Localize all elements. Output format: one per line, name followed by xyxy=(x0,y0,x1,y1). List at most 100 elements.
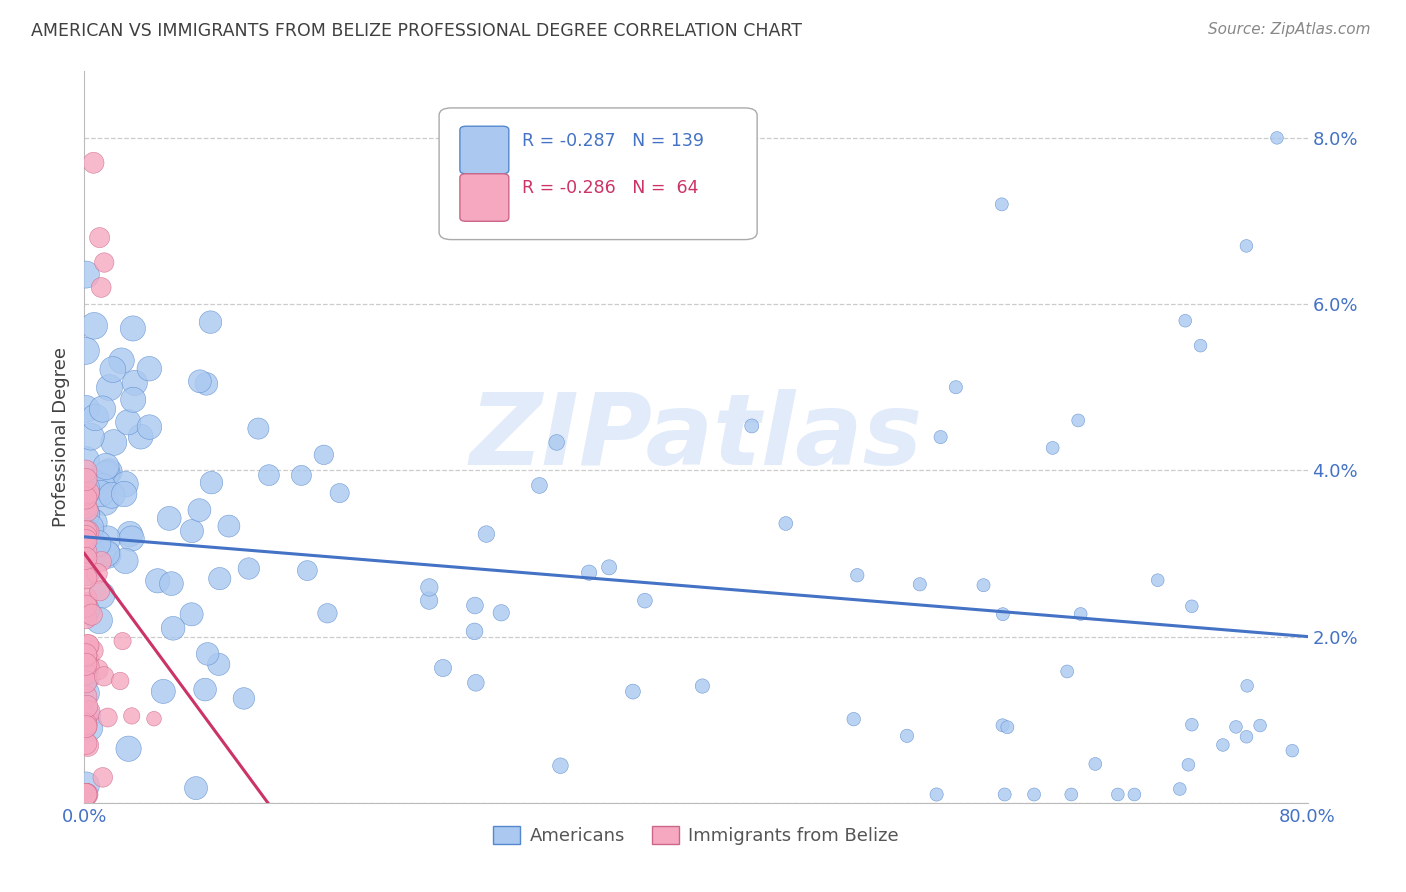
Point xyxy=(418,593,440,607)
Point xyxy=(1107,788,1129,802)
Point xyxy=(929,430,952,444)
Point xyxy=(634,593,657,607)
Point xyxy=(75,603,97,617)
Point xyxy=(1181,717,1204,731)
Point xyxy=(98,465,121,479)
Point xyxy=(75,717,97,731)
Point xyxy=(82,549,104,563)
Point xyxy=(129,430,152,444)
Point xyxy=(138,420,160,434)
Point xyxy=(75,667,97,681)
Point xyxy=(945,380,967,394)
Point xyxy=(75,597,97,611)
Point xyxy=(76,709,98,723)
Point xyxy=(464,675,486,690)
Point xyxy=(76,550,98,565)
Point xyxy=(75,686,97,700)
Point xyxy=(117,415,139,429)
Point xyxy=(546,435,568,450)
Point xyxy=(75,662,97,676)
Point xyxy=(75,485,97,500)
Point xyxy=(194,682,217,697)
Point xyxy=(75,524,97,539)
Point xyxy=(122,392,145,407)
Point xyxy=(114,477,136,491)
Point xyxy=(103,435,125,450)
Point xyxy=(76,788,98,802)
Point xyxy=(97,710,120,724)
Point xyxy=(75,788,97,802)
Point xyxy=(75,525,97,540)
Point xyxy=(75,567,97,582)
Text: AMERICAN VS IMMIGRANTS FROM BELIZE PROFESSIONAL DEGREE CORRELATION CHART: AMERICAN VS IMMIGRANTS FROM BELIZE PROFE… xyxy=(31,22,801,40)
Point xyxy=(75,533,97,548)
Point xyxy=(1189,338,1212,352)
Point xyxy=(90,280,112,294)
Point xyxy=(83,516,105,530)
Point xyxy=(75,736,97,750)
Point xyxy=(98,381,121,395)
Point xyxy=(1236,730,1258,744)
Legend: Americans, Immigrants from Belize: Americans, Immigrants from Belize xyxy=(486,819,905,852)
Point xyxy=(842,712,865,726)
FancyBboxPatch shape xyxy=(460,126,509,174)
Point xyxy=(114,554,136,568)
Point xyxy=(75,557,97,571)
Point xyxy=(1181,599,1204,614)
Point xyxy=(297,564,319,578)
Point xyxy=(79,526,101,541)
Point xyxy=(76,739,98,753)
Point xyxy=(76,699,98,714)
Point xyxy=(1168,782,1191,797)
Point xyxy=(75,500,97,515)
Point xyxy=(80,607,103,622)
Point xyxy=(994,788,1017,802)
Point xyxy=(101,362,124,376)
FancyBboxPatch shape xyxy=(439,108,758,240)
Point xyxy=(75,719,97,733)
Point xyxy=(75,788,97,802)
Point xyxy=(75,464,97,478)
Point xyxy=(75,571,97,585)
Point xyxy=(991,607,1014,622)
Point xyxy=(101,488,124,502)
Point xyxy=(238,561,260,575)
Point xyxy=(143,712,166,726)
Point xyxy=(200,315,222,329)
Point xyxy=(75,561,97,575)
Point xyxy=(598,560,620,574)
Point xyxy=(1060,788,1083,802)
Point xyxy=(77,639,100,653)
Point xyxy=(75,674,97,689)
Point xyxy=(180,607,202,622)
Point xyxy=(79,705,101,719)
Point xyxy=(464,599,486,613)
Point xyxy=(80,430,103,444)
Point xyxy=(896,729,918,743)
Point xyxy=(89,583,111,598)
Point xyxy=(87,663,110,677)
Point xyxy=(1084,756,1107,771)
Point xyxy=(75,487,97,501)
Point xyxy=(75,788,97,802)
Point xyxy=(846,568,869,582)
Point xyxy=(529,478,551,492)
Point xyxy=(925,788,948,802)
Point xyxy=(111,634,134,648)
Point xyxy=(82,644,104,658)
Point xyxy=(75,551,97,566)
Point xyxy=(75,648,97,662)
Point xyxy=(90,486,112,500)
Point xyxy=(77,524,100,539)
Point xyxy=(908,577,931,591)
Point xyxy=(1265,131,1288,145)
Point xyxy=(93,255,115,269)
Point xyxy=(77,659,100,673)
Point xyxy=(76,503,98,517)
Point xyxy=(464,624,486,639)
Point xyxy=(75,648,97,663)
Point xyxy=(96,532,118,546)
Point xyxy=(108,673,131,688)
Point xyxy=(1177,757,1199,772)
Point xyxy=(1022,788,1045,802)
